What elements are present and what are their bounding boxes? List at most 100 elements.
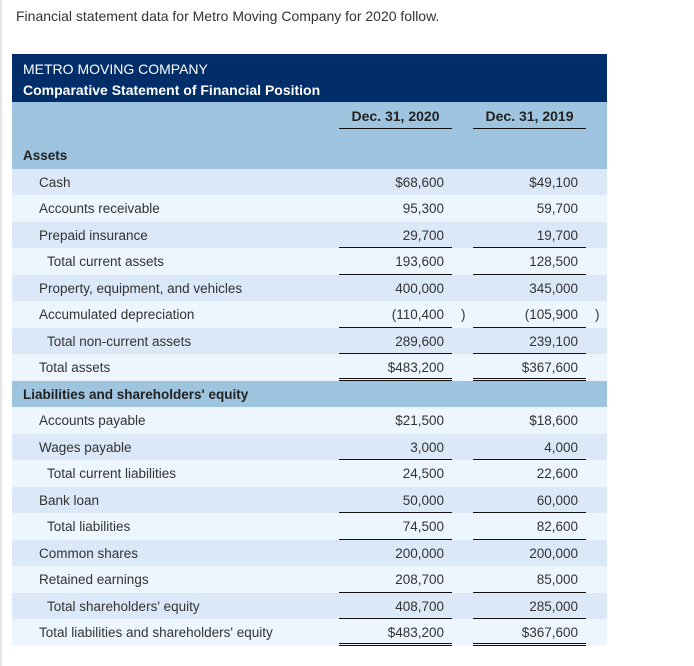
value-2020: 50,000: [339, 492, 452, 513]
value-2020: 200,000: [339, 546, 452, 567]
value-2020: $483,200: [339, 360, 452, 381]
value-2019: (105,900: [473, 307, 586, 328]
value-2019: 128,500: [473, 254, 586, 275]
value-text: $21,500: [395, 413, 444, 428]
table-row: Property, equipment, and vehicles 400,000…: [12, 274, 607, 302]
value-2019: 59,700: [473, 201, 586, 222]
table-row: Bank loan 50,000 60,000: [12, 486, 607, 513]
row-label: Property, equipment, and vehicles: [39, 280, 243, 296]
table-row: Accounts receivable 95,300 59,700: [12, 195, 607, 222]
row-label: Prepaid insurance: [39, 227, 148, 243]
closing-paren: ): [461, 307, 466, 322]
value-2020: 24,500: [339, 466, 452, 487]
value-2019: 239,100: [473, 334, 586, 354]
table-row: Total non-current assets 289,600 239,100: [12, 327, 607, 354]
table-row: Cash $68,600 $49,100: [12, 168, 607, 196]
value-text: 50,000: [402, 492, 444, 508]
table-row: Common shares 200,000 200,000: [12, 539, 607, 567]
value-text: 95,300: [402, 201, 444, 216]
value-text: 4,000: [544, 439, 578, 455]
row-label: Accounts receivable: [39, 201, 160, 216]
value-text: 285,000: [529, 598, 578, 614]
table-row: Total current assets 193,600 128,500: [12, 248, 607, 275]
value-2019: 285,000: [473, 598, 586, 619]
row-label: Total current assets: [47, 254, 165, 269]
value-2019: $367,600: [473, 625, 586, 646]
left-border: [0, 0, 2, 666]
row-label: Total liabilities and shareholders' equi…: [39, 625, 273, 640]
intro-text: Financial statement data for Metro Movin…: [16, 8, 440, 24]
value-2019: 345,000: [473, 281, 586, 302]
value-text: 400,000: [395, 280, 444, 296]
value-text: $49,100: [529, 174, 578, 190]
value-2019: 19,700: [473, 227, 586, 248]
value-text: $367,600: [521, 360, 578, 375]
row-label: Total assets: [39, 360, 111, 375]
value-text: 208,700: [395, 572, 444, 587]
table-row: Retained earnings 208,700 85,000: [12, 566, 607, 593]
column-headers: Dec. 31, 2020 Dec. 31, 2019: [12, 102, 607, 142]
statement-title: Comparative Statement of Financial Posit…: [23, 82, 321, 98]
value-text: 24,500: [402, 466, 444, 481]
row-label: Cash: [39, 174, 71, 190]
row-label: Total current liabilities: [47, 466, 177, 481]
value-text: 345,000: [529, 280, 578, 296]
row-label: Total non-current assets: [47, 333, 192, 349]
value-text: 200,000: [529, 545, 578, 561]
row-label: Wages payable: [39, 439, 132, 455]
value-text: 59,700: [536, 201, 578, 216]
value-2020: 289,600: [339, 334, 452, 354]
value-2019: 200,000: [473, 546, 586, 567]
table-row: Prepaid insurance 29,700 19,700: [12, 221, 607, 248]
value-text: 193,600: [395, 254, 444, 269]
row-label: Total liabilities: [47, 519, 131, 534]
value-2019: $18,600: [473, 413, 586, 434]
table-row: Total assets $483,200 $367,600: [12, 354, 607, 381]
value-text: 82,600: [536, 519, 578, 534]
value-2019: 4,000: [473, 439, 586, 460]
financial-position-table: METRO MOVING COMPANY Comparative Stateme…: [12, 54, 607, 646]
column-header-2019: Dec. 31, 2019: [473, 108, 586, 129]
value-text: $483,200: [387, 625, 444, 640]
value-2020: 193,600: [339, 254, 452, 275]
value-text: 60,000: [536, 492, 578, 508]
value-text: $18,600: [529, 413, 578, 428]
value-2020: 74,500: [339, 519, 452, 540]
section-header: Liabilities and shareholders' equity: [12, 380, 607, 407]
value-text: 22,600: [536, 466, 578, 481]
table-row: Accounts payable $21,500 $18,600: [12, 407, 607, 434]
value-2020: $21,500: [339, 413, 452, 434]
table-row: Total liabilities and shareholders' equi…: [12, 619, 607, 646]
value-2020: 95,300: [339, 201, 452, 222]
value-text: 19,700: [536, 227, 578, 243]
table-row: Total current liabilities 24,500 22,600: [12, 460, 607, 487]
column-header-2020: Dec. 31, 2020: [339, 108, 452, 129]
table-row: Wages payable 3,000 4,000: [12, 433, 607, 460]
value-text: 408,700: [395, 598, 444, 614]
value-text: (110,400: [391, 307, 444, 322]
value-text: 128,500: [529, 254, 578, 269]
value-text: (105,900: [524, 307, 578, 322]
row-label: Accounts payable: [39, 413, 146, 428]
row-label: Retained earnings: [39, 572, 149, 587]
row-label: Accumulated depreciation: [39, 307, 195, 322]
value-text: 29,700: [402, 227, 444, 243]
company-name: METRO MOVING COMPANY: [23, 61, 208, 77]
value-2019: $49,100: [473, 175, 586, 196]
value-text: 85,000: [536, 572, 578, 587]
closing-paren: ): [595, 307, 600, 322]
row-label: Assets: [23, 148, 68, 163]
row-label: Common shares: [39, 545, 139, 561]
value-2020: 3,000: [339, 440, 452, 460]
value-text: 200,000: [395, 545, 444, 561]
value-2019: 85,000: [473, 572, 586, 593]
value-2020: 400,000: [339, 281, 452, 302]
row-label: Liabilities and shareholders' equity: [23, 386, 249, 402]
row-label: Bank loan: [39, 492, 100, 508]
value-2019: 82,600: [473, 519, 586, 540]
value-2019: 22,600: [473, 466, 586, 487]
section-header: Assets: [12, 142, 607, 169]
value-2020: 408,700: [339, 598, 452, 619]
value-text: $483,200: [387, 360, 444, 375]
table-row: Total shareholders' equity 408,700 285,000: [12, 592, 607, 619]
